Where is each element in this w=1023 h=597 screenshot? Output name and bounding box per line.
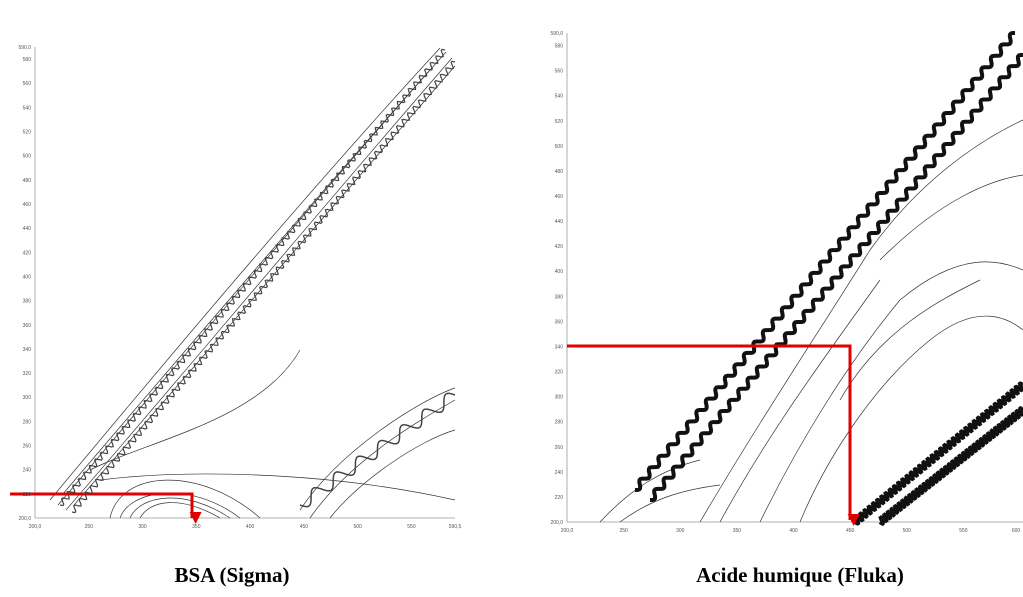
y-tick-label: 460 (555, 194, 564, 200)
y-tick-label: 560 (23, 81, 32, 87)
y-tick-label: 200,0 (550, 520, 563, 526)
y-tick-label: 460 (23, 202, 32, 208)
x-tick-label: 300 (138, 524, 147, 530)
y-tick-label: 280 (23, 419, 32, 425)
y-tick-label: 480 (555, 169, 564, 175)
y-tick-label: 360 (23, 323, 32, 329)
x-tick-label: 250 (85, 524, 94, 530)
x-tick-label: 300 (676, 528, 685, 534)
x-tick-label: 450 (846, 528, 855, 534)
y-tick-label: 320 (555, 370, 564, 376)
y-tick-label: 590,0 (18, 45, 31, 51)
x-tick-label: 400 (246, 524, 255, 530)
band (853, 381, 1023, 526)
y-tick-label: 300 (23, 395, 32, 401)
y-tick-label: 480 (23, 178, 32, 184)
y-tick-label: 240 (555, 470, 564, 476)
y-tick-label: 360 (555, 319, 564, 325)
x-tick-label: 590,5 (449, 524, 462, 530)
x-tick-label: 550 (407, 524, 416, 530)
y-tick-label: 560 (555, 69, 564, 75)
y-tick-label: 520 (555, 119, 564, 125)
x-tick-label: 600 (1012, 528, 1021, 534)
y-tick-label: 440 (23, 226, 32, 232)
red-arrow (10, 492, 202, 524)
y-tick-label: 280 (555, 420, 564, 426)
y-tick-label: 340 (555, 344, 564, 350)
y-tick-label: 380 (23, 299, 32, 305)
caption: BSA (Sigma) (175, 563, 290, 587)
x-tick-label: 250 (619, 528, 628, 534)
y-tick-label: 520 (23, 130, 32, 136)
y-tick-label: 500 (555, 144, 564, 150)
y-tick-label: 300 (555, 395, 564, 401)
y-tick-label: 220 (23, 492, 32, 498)
y-tick-label: 320 (23, 371, 32, 377)
x-tick-label: 200,0 (29, 524, 42, 530)
y-tick-label: 440 (555, 219, 564, 225)
y-tick-label: 420 (23, 250, 32, 256)
y-tick-label: 220 (555, 495, 564, 501)
panel-bsa: BSA (Sigma) 590,0 580 560 540 520 500 480 460 44… (10, 45, 461, 587)
band (878, 405, 1023, 527)
panel-acide-humique: Acide humique (Fluka) 590,0 580 560 540 520 5… (550, 31, 1023, 587)
band (635, 31, 1015, 492)
y-tick-label: 420 (555, 244, 564, 250)
contours (49, 47, 456, 519)
x-tick-label: 450 (300, 524, 309, 530)
y-tick-label: 580 (23, 57, 32, 63)
x-tick-label: 200,0 (561, 528, 574, 534)
contours (599, 31, 1023, 527)
x-tick-label: 550 (959, 528, 968, 534)
y-tick-label: 500 (23, 154, 32, 160)
band (299, 392, 456, 508)
x-tick-label: 500 (353, 524, 362, 530)
band (650, 53, 1023, 502)
band (59, 48, 446, 507)
red-arrow (567, 344, 860, 526)
y-tick-label: 380 (555, 294, 564, 300)
y-tick-label: 400 (23, 274, 32, 280)
band (71, 60, 456, 514)
caption: Acide humique (Fluka) (696, 563, 904, 587)
x-tick-label: 500 (903, 528, 912, 534)
x-tick-label: 350 (733, 528, 742, 534)
y-tick-label: 540 (555, 94, 564, 100)
y-tick-label: 540 (23, 105, 32, 111)
x-tick-label: 400 (789, 528, 798, 534)
y-tick-label: 200,0 (18, 516, 31, 522)
y-tick-label: 580 (555, 44, 564, 50)
y-tick-label: 590,0 (550, 31, 563, 37)
y-tick-label: 400 (555, 269, 564, 275)
y-tick-label: 260 (23, 444, 32, 450)
y-tick-label: 260 (555, 445, 564, 451)
x-tick-label: 350 (192, 524, 201, 530)
y-tick-label: 240 (23, 468, 32, 474)
y-tick-label: 340 (23, 347, 32, 353)
